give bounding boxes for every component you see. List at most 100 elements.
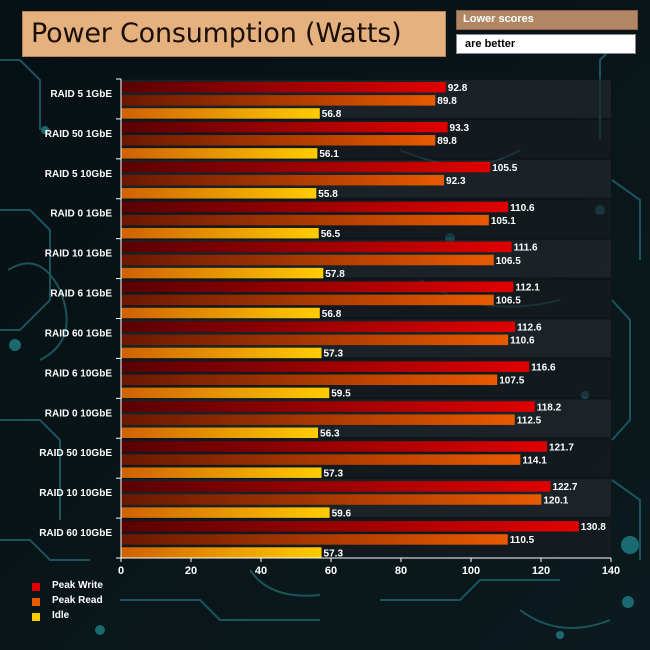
value-label-idle: 56.3 (320, 429, 340, 440)
value-label-peak-write: 111.6 (514, 243, 538, 254)
x-tick-label: 20 (185, 565, 197, 577)
bar-peak-read (121, 254, 494, 266)
legend-swatch-peak-read (32, 598, 40, 606)
bar-peak-write (121, 401, 535, 412)
bar-peak-write (121, 481, 551, 492)
bar-peak-read (121, 214, 489, 226)
value-label-peak-write: 130.8 (581, 522, 606, 533)
bar-peak-read (121, 294, 494, 306)
value-label-peak-read: 110.5 (510, 535, 535, 546)
note-line1-text: Lower scores (463, 13, 534, 25)
value-label-idle: 59.6 (332, 508, 352, 519)
value-label-peak-write: 118.2 (537, 402, 562, 413)
legend-label-idle: Idle (52, 610, 70, 621)
bar-peak-write (121, 82, 446, 93)
bar-idle (121, 347, 322, 359)
value-label-peak-read: 106.5 (496, 256, 521, 267)
bar-idle (121, 427, 319, 439)
bar-peak-read (121, 334, 509, 346)
category-label: RAID 60 1GbE (45, 328, 113, 339)
category-label: RAID 10 10GbE (39, 488, 112, 499)
note-line2-text: are better (465, 38, 516, 50)
value-label-idle: 57.8 (325, 269, 345, 280)
value-label-idle: 55.8 (318, 189, 338, 200)
value-label-peak-read: 114.1 (522, 455, 547, 466)
bar-peak-read (121, 174, 445, 186)
note-are-better: are better (456, 34, 636, 54)
bar-idle (121, 108, 320, 119)
category-label: RAID 5 10GbE (45, 169, 113, 180)
value-label-peak-write: 93.3 (450, 123, 470, 134)
bar-peak-read (121, 414, 515, 425)
bar-idle (121, 507, 330, 518)
bar-idle (121, 387, 330, 399)
category-label: RAID 0 10GbE (45, 408, 113, 419)
x-tick-label: 140 (602, 565, 620, 577)
title-box: Power Consumption (Watts) (22, 11, 446, 57)
category-label: RAID 6 1GbE (50, 289, 112, 300)
value-label-peak-read: 120.1 (543, 495, 568, 506)
value-label-peak-read: 89.8 (437, 136, 457, 147)
legend-label-peak-read: Peak Read (52, 595, 103, 606)
value-label-peak-write: 112.1 (515, 283, 540, 294)
bar-idle (121, 307, 320, 319)
value-label-peak-read: 112.5 (517, 415, 542, 426)
category-label: RAID 60 10GbE (39, 528, 112, 539)
bar-peak-write (121, 161, 491, 173)
category-label: RAID 6 10GbE (45, 368, 113, 379)
bar-peak-read (121, 454, 521, 465)
bar-idle (121, 267, 324, 279)
category-label: RAID 50 1GbE (45, 129, 113, 140)
legend-swatch-peak-write (32, 583, 40, 591)
category-label: RAID 10 1GbE (45, 249, 113, 260)
value-label-idle: 57.3 (324, 468, 344, 479)
bar-idle (121, 227, 319, 239)
value-label-peak-write: 112.6 (517, 323, 542, 334)
bar-peak-write (121, 201, 509, 213)
bar-peak-read (121, 534, 508, 545)
value-label-idle: 57.3 (324, 349, 344, 360)
value-label-peak-read: 110.6 (510, 336, 535, 347)
value-label-peak-write: 105.5 (492, 163, 517, 174)
bar-peak-write (121, 361, 530, 372)
bar-peak-write (121, 121, 448, 133)
value-label-peak-write: 122.7 (552, 482, 577, 493)
legend-label-peak-write: Peak Write (52, 580, 103, 591)
category-label: RAID 0 1GbE (50, 209, 112, 220)
value-label-idle: 56.1 (319, 149, 339, 160)
value-label-idle: 56.8 (322, 109, 342, 120)
value-label-peak-read: 89.8 (437, 96, 457, 107)
value-label-peak-read: 107.5 (499, 376, 524, 387)
note-lower-scores: Lower scores (456, 10, 638, 30)
bar-peak-write (121, 241, 512, 253)
x-tick-label: 60 (325, 565, 337, 577)
legend-swatch-idle (32, 613, 40, 621)
value-label-peak-write: 92.8 (448, 83, 468, 94)
value-label-peak-write: 110.6 (510, 203, 535, 214)
value-label-peak-read: 92.3 (446, 176, 466, 187)
x-tick-label: 40 (255, 565, 267, 577)
value-label-idle: 56.8 (322, 309, 342, 320)
value-label-peak-read: 106.5 (496, 296, 521, 307)
value-label-peak-write: 121.7 (549, 442, 574, 453)
bar-peak-write (121, 321, 516, 332)
bar-idle (121, 547, 322, 558)
chart-title: Power Consumption (Watts) (31, 18, 402, 49)
value-label-peak-write: 116.6 (531, 362, 556, 373)
category-label: RAID 5 1GbE (50, 89, 112, 100)
category-label: RAID 50 10GbE (39, 448, 112, 459)
value-label-idle: 59.5 (331, 389, 351, 400)
bar-peak-write (121, 281, 514, 293)
bar-idle (121, 188, 317, 199)
value-label-idle: 57.3 (324, 548, 344, 559)
bar-peak-read (121, 135, 436, 146)
value-label-idle: 56.5 (321, 229, 341, 240)
bar-idle (121, 148, 318, 159)
bar-peak-write (121, 441, 547, 452)
bar-peak-read (121, 374, 498, 386)
value-label-peak-read: 105.1 (491, 216, 516, 227)
bar-peak-write (121, 521, 579, 532)
bar-idle (121, 467, 322, 478)
